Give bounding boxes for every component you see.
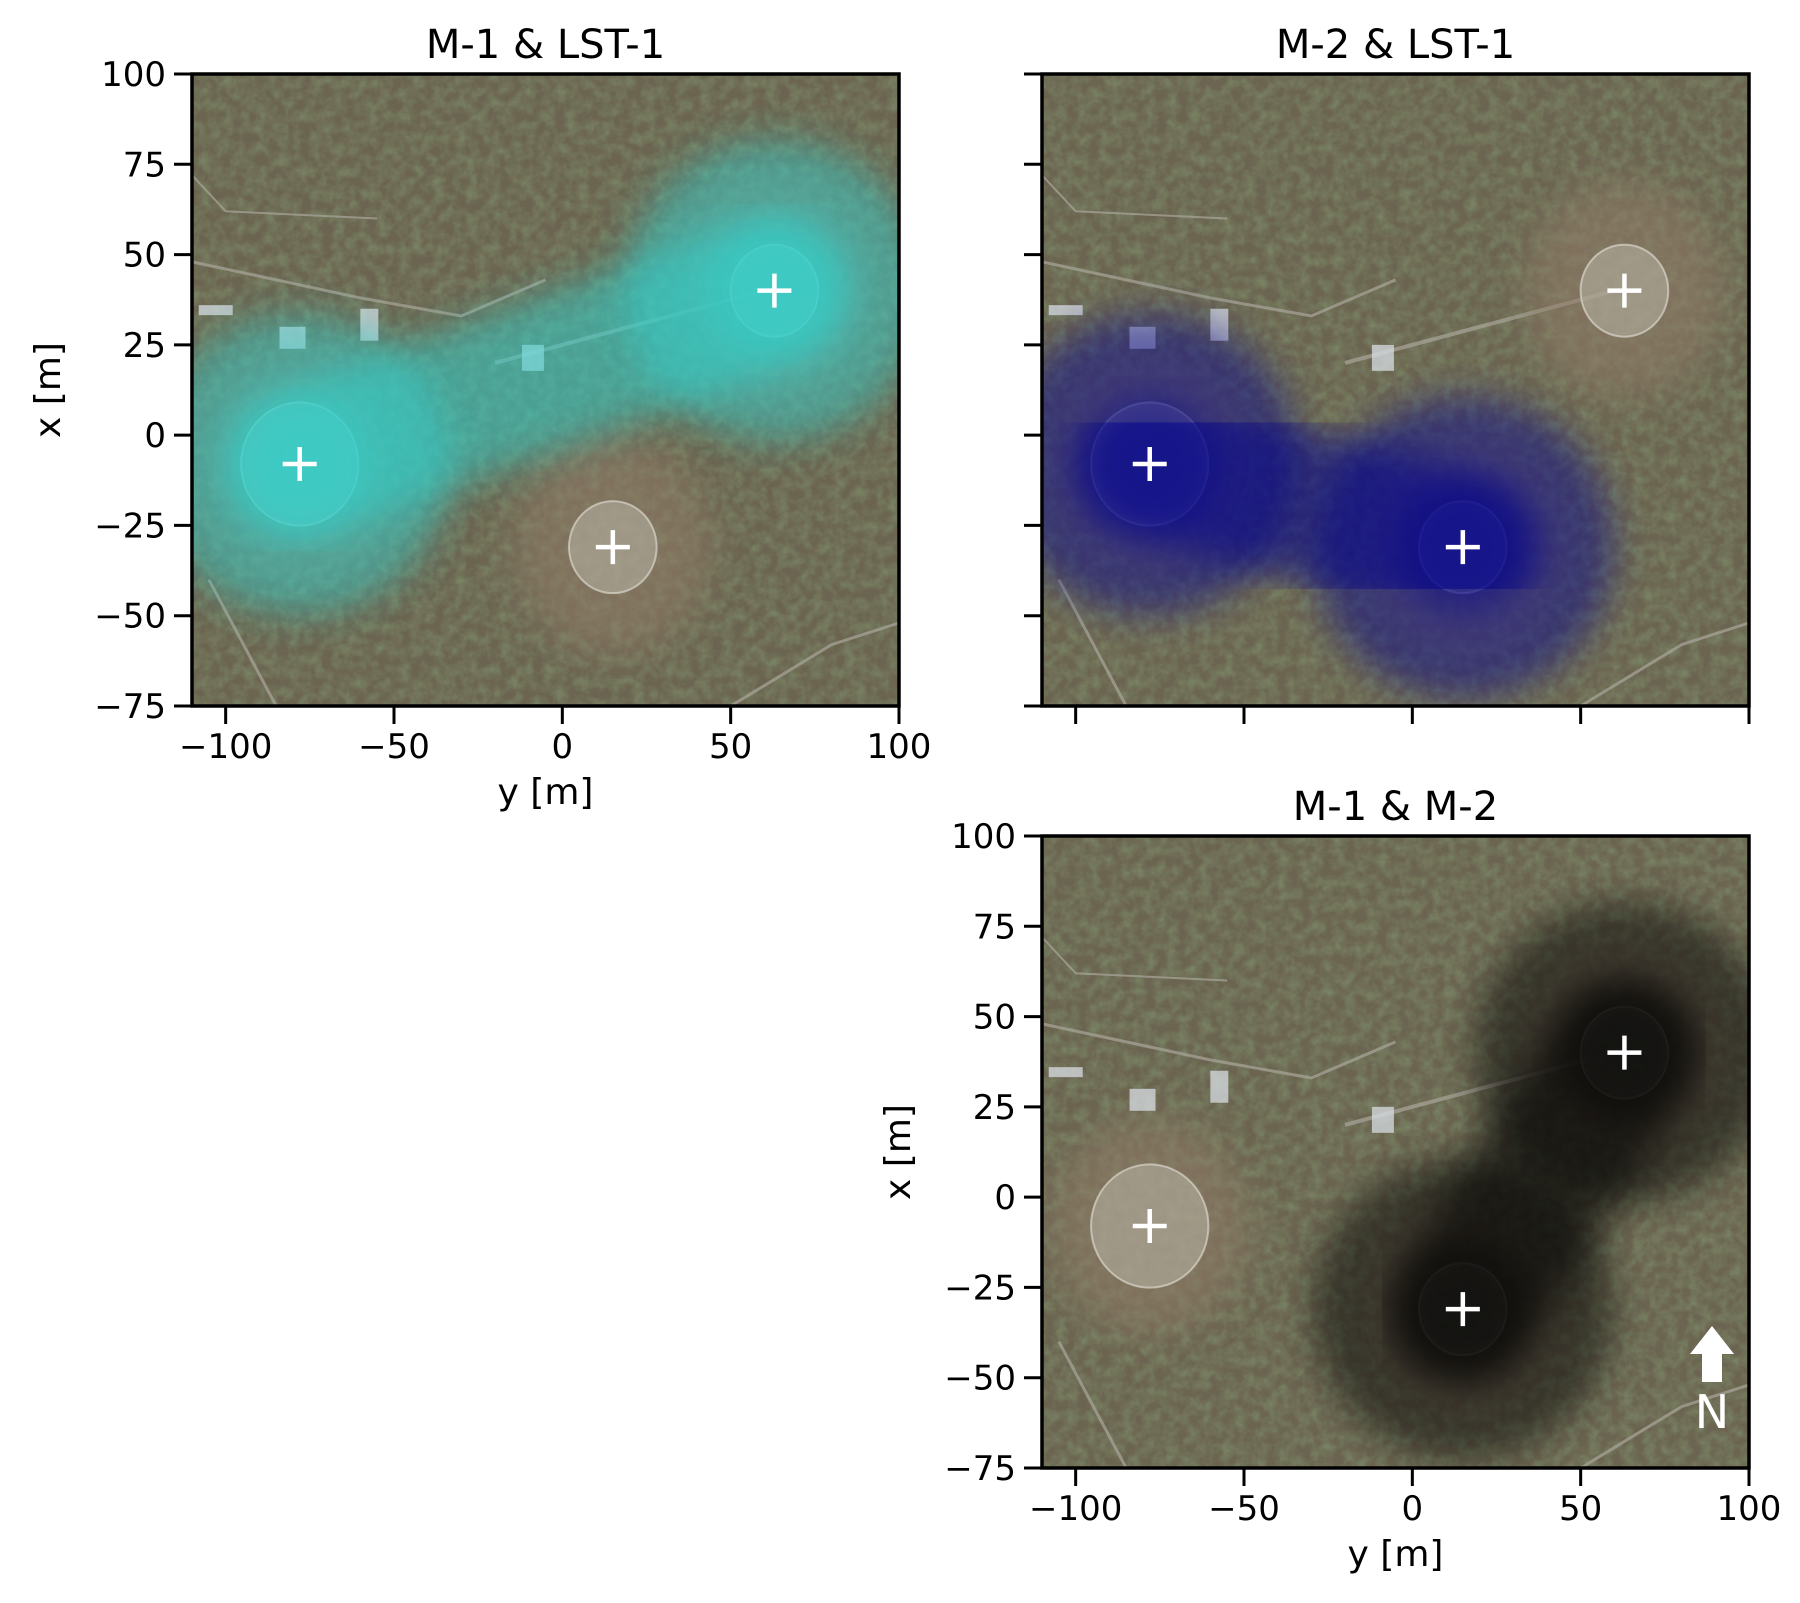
telescope-marker: [1132, 1209, 1167, 1244]
x-tick-label: 100: [867, 727, 932, 767]
telescope-marker: [1445, 530, 1480, 565]
aerial-background: [1042, 836, 1749, 1468]
panel-title: M-1 & LST-1: [426, 22, 665, 68]
x-tick-label: 50: [709, 727, 752, 767]
telescope-marker: [1607, 273, 1642, 308]
road: [192, 260, 547, 318]
x-tick-label: 0: [552, 727, 574, 767]
y-tick-label: −50: [94, 597, 166, 637]
aerial-background: [192, 74, 899, 706]
y-tick-label: 50: [973, 998, 1016, 1038]
panel-m1-lst1: −100 −50 0 50 100 100 75 50 25 0 −25 −50 −75 M-1 & LS…: [28, 22, 931, 813]
y-tick-label: 0: [144, 416, 166, 456]
panel-m1-m2: −100 −50 0 50 100 100 75 50 25 0 −25 −50 −75 M-1 & M-…: [878, 784, 1781, 1575]
y-tick-label: −75: [94, 687, 166, 727]
x-tick-label: −100: [179, 727, 272, 767]
y-tick-label: −50: [944, 1359, 1016, 1399]
panel-title: M-1 & M-2: [1293, 784, 1498, 830]
road: [1057, 1340, 1128, 1468]
axis-frame: [1040, 834, 1751, 1470]
building: [1129, 1088, 1156, 1111]
y-tick-label: 50: [123, 236, 166, 276]
x-axis-label: y [m]: [1348, 1534, 1444, 1575]
telescope-marker: [282, 447, 317, 482]
x-tick-label: 0: [1402, 1489, 1424, 1529]
road: [1042, 260, 1397, 318]
y-tick-label: 25: [123, 326, 166, 366]
building: [198, 305, 233, 316]
panels: −100 −50 0 50 100 100 75 50 25 0 −25 −50 −75 M-1 & LS…: [28, 22, 1781, 1575]
road: [207, 578, 278, 706]
y-tick-label: −25: [94, 506, 166, 546]
road: [1042, 1022, 1397, 1080]
building: [1371, 1106, 1394, 1133]
telescope-marker: [1607, 1035, 1642, 1070]
road: [1042, 936, 1228, 982]
panel-title: M-2 & LST-1: [1276, 22, 1515, 68]
axis-frame: [1040, 72, 1751, 708]
y-axis-label: x [m]: [878, 1104, 919, 1200]
y-tick-label: −25: [944, 1268, 1016, 1308]
telescope-marker: [757, 273, 792, 308]
y-tick-label: −75: [944, 1449, 1016, 1489]
y-tick-label: 0: [994, 1178, 1016, 1218]
telescope-marker: [1445, 1292, 1480, 1327]
axis-frame: [190, 72, 901, 708]
building: [1048, 305, 1083, 316]
y-tick-label: 100: [951, 817, 1016, 857]
telescope-marker: [1132, 447, 1167, 482]
x-tick-label: −100: [1029, 1489, 1122, 1529]
road: [1579, 1383, 1749, 1468]
road: [192, 174, 378, 220]
building: [1371, 344, 1394, 371]
y-tick-label: 25: [973, 1088, 1016, 1128]
y-axis-label: x [m]: [28, 342, 69, 438]
x-tick-label: 100: [1717, 1489, 1782, 1529]
x-tick-label: −50: [358, 727, 430, 767]
road: [729, 621, 899, 706]
building: [1210, 1070, 1229, 1103]
y-tick-label: 75: [973, 907, 1016, 947]
road: [1579, 621, 1749, 706]
north-label: N: [1695, 1385, 1729, 1439]
road: [1057, 578, 1128, 706]
north-arrow-icon: [1690, 1326, 1734, 1382]
x-axis-label: y [m]: [498, 772, 594, 813]
x-tick-label: 50: [1559, 1489, 1602, 1529]
building: [1048, 1067, 1083, 1078]
x-tick-label: −50: [1208, 1489, 1280, 1529]
aerial-background: [1042, 74, 1749, 706]
telescope-marker: [595, 530, 630, 565]
y-tick-label: 100: [101, 55, 166, 95]
y-tick-label: 75: [123, 145, 166, 185]
panel-m2-lst1: M-2 & LST-1: [1024, 22, 1751, 724]
road: [1042, 174, 1228, 220]
